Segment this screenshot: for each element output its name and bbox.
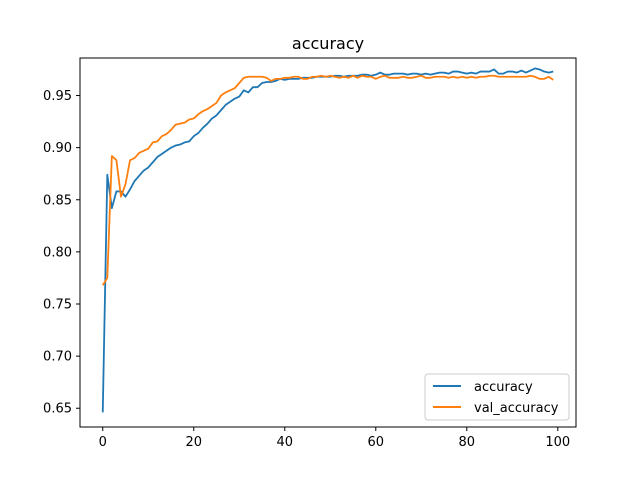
series-line-val-accuracy bbox=[101, 74, 554, 286]
axes-frame bbox=[79, 57, 577, 428]
y-axis-ticks: 0.65 0.70 0.75 0.80 0.85 0.90 0.95 bbox=[43, 89, 80, 417]
y-tick-label: 0.85 bbox=[43, 193, 72, 208]
y-tick-label: 0.65 bbox=[43, 402, 72, 417]
x-tick-label: 100 bbox=[545, 435, 570, 450]
series-line-accuracy bbox=[101, 67, 554, 413]
x-axis-ticks: 0 20 40 60 80 100 bbox=[99, 427, 570, 450]
chart-title: accuracy bbox=[292, 34, 364, 53]
x-tick-label: 80 bbox=[459, 435, 476, 450]
legend: accuracy val_accuracy bbox=[424, 373, 570, 421]
y-tick-label: 0.75 bbox=[43, 298, 72, 313]
x-tick-label: 40 bbox=[276, 435, 293, 450]
y-tick-label: 0.70 bbox=[43, 350, 72, 365]
plot-lines bbox=[101, 67, 554, 413]
x-tick-label: 60 bbox=[368, 435, 385, 450]
y-tick-label: 0.90 bbox=[43, 141, 72, 156]
y-tick-label: 0.95 bbox=[43, 89, 72, 104]
x-tick-label: 0 bbox=[99, 435, 107, 450]
x-tick-label: 20 bbox=[185, 435, 202, 450]
legend-label-accuracy: accuracy bbox=[474, 380, 533, 395]
y-tick-label: 0.80 bbox=[43, 245, 72, 260]
legend-label-val-accuracy: val_accuracy bbox=[474, 401, 559, 416]
